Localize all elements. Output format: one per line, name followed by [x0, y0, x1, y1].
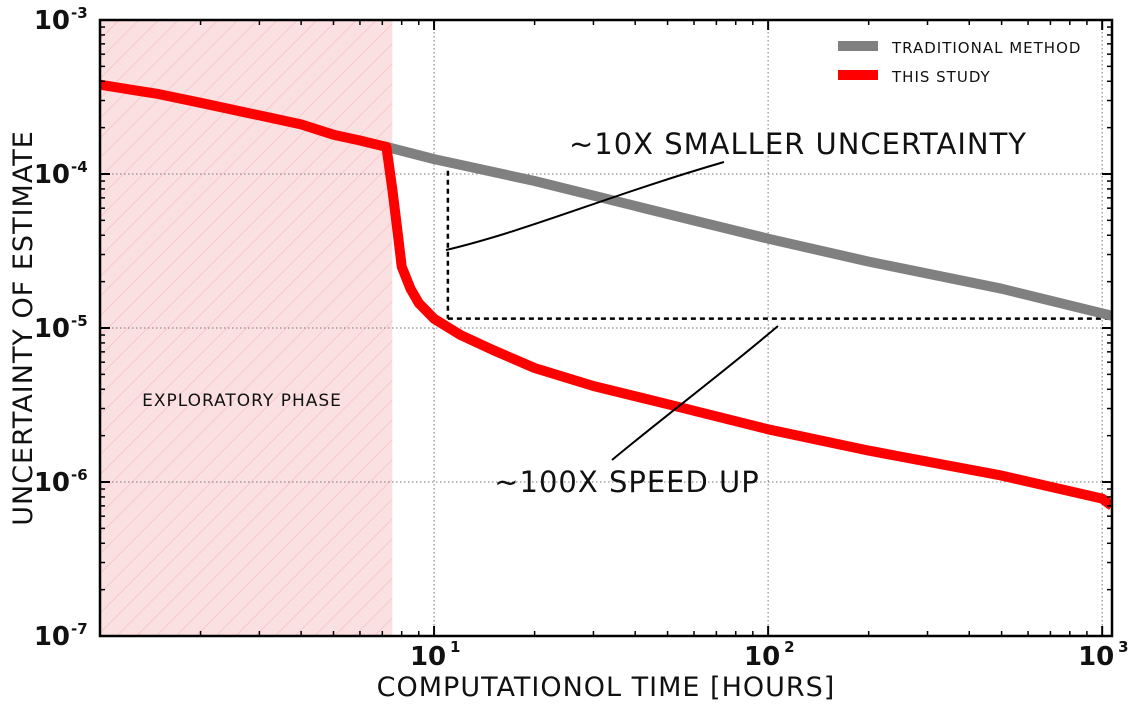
- exploratory-phase-label: EXPLORATORY PHASE: [142, 391, 342, 411]
- series-line-traditional-method: [385, 142, 1112, 321]
- y-tick-label: 10: [34, 160, 70, 190]
- y-tick-label: 10: [34, 314, 70, 344]
- reference-lines: [446, 161, 1112, 320]
- y-tick-label: 10: [34, 622, 70, 652]
- x-tick-label-exponent: 2: [784, 638, 794, 656]
- annotation-speed-up: ~100X SPEED UP: [494, 465, 760, 499]
- annotation-smaller-uncertainty-arrow: [445, 161, 725, 251]
- y-axis-label: UNCERTAINTY OF ESTIMATE: [8, 130, 39, 526]
- y-tick-label: 10: [34, 468, 70, 498]
- y-tick-label-exponent: -3: [71, 4, 88, 22]
- y-tick-label: 10: [34, 6, 70, 36]
- y-tick-label-exponent: -4: [71, 158, 88, 176]
- x-tick-label: 10: [1078, 642, 1114, 672]
- annotation-smaller-uncertainty: ~10X SMALLER UNCERTAINTY: [569, 127, 1027, 161]
- exploratory-phase-region: [100, 20, 393, 636]
- x-tick-label-exponent: 1: [450, 638, 460, 656]
- y-tick-label-exponent: -6: [71, 466, 88, 484]
- axis-ticks: 10 1 10 2 10 310 -310 -410 -510 -610 -7: [34, 4, 1129, 672]
- x-axis-label: COMPUTATIONOL TIME [HOURS]: [377, 672, 836, 703]
- series-line-this-study: [100, 79, 1112, 510]
- annotation-speed-up-arrow: [611, 325, 779, 461]
- legend-label-this-study: THIS STUDY: [891, 68, 991, 86]
- legend: TRADITIONAL METHOD THIS STUDY: [838, 39, 1081, 86]
- legend-label-traditional: TRADITIONAL METHOD: [891, 39, 1081, 57]
- y-tick-label-exponent: -7: [71, 620, 88, 638]
- y-tick-label-exponent: -5: [71, 312, 88, 330]
- series-lines: [100, 79, 1112, 510]
- x-tick-label-exponent: 3: [1118, 638, 1128, 656]
- x-tick-label: 10: [744, 642, 780, 672]
- x-tick-label: 10: [410, 642, 446, 672]
